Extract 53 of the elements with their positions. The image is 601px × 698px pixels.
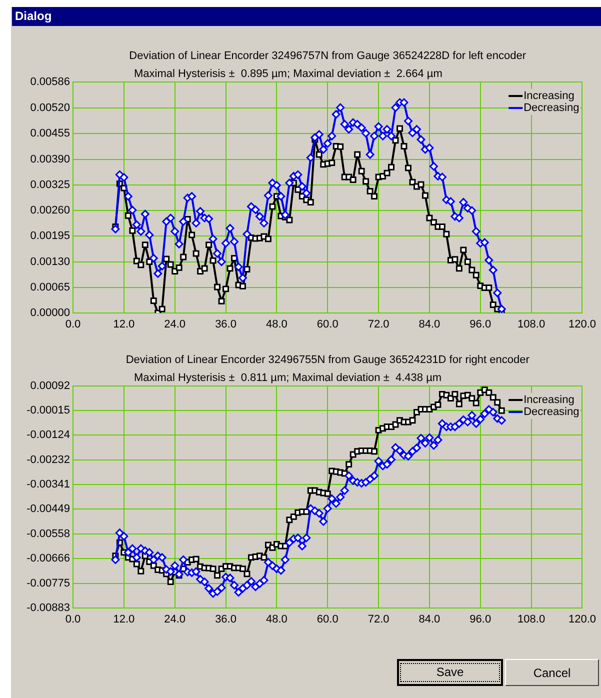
- y-tick-label: -0.00666: [26, 552, 70, 565]
- y-tick-label: -0.00341: [26, 478, 70, 491]
- x-tick-label: 24.0: [164, 318, 186, 331]
- legend-label: Decreasing: [524, 102, 580, 114]
- y-tick-label: -0.00449: [26, 503, 70, 516]
- x-tick-label: 12.0: [113, 318, 135, 331]
- y-tick-label: 0.00065: [30, 281, 70, 294]
- x-tick-label: 108.0: [518, 614, 546, 626]
- x-tick-label: 0.0: [65, 614, 81, 626]
- y-tick-label: 0.00130: [30, 256, 70, 268]
- y-tick-label: 0.00195: [30, 230, 70, 242]
- y-tick-label: 0.00586: [30, 76, 70, 88]
- y-tick-label: 0.00000: [30, 307, 70, 320]
- x-tick-label: 0.0: [65, 318, 81, 331]
- x-tick-label: 48.0: [266, 318, 288, 331]
- x-tick-label: 84.0: [418, 318, 440, 331]
- x-tick-label: 24.0: [164, 614, 186, 626]
- y-tick-label: 0.00455: [30, 128, 70, 140]
- y-tick-label: -0.00558: [26, 528, 70, 540]
- text: Dialog: [12, 7, 601, 26]
- button: Save: [397, 659, 503, 686]
- y-tick-label: 0.00260: [30, 204, 70, 217]
- x-tick-label: 84.0: [418, 614, 440, 626]
- y-tick-label: -0.00124: [26, 429, 70, 442]
- y-tick-label: -0.00775: [26, 577, 70, 590]
- x-tick-label: 96.0: [470, 318, 492, 331]
- y-tick-label: 0.00390: [30, 153, 70, 166]
- button: Cancel: [505, 659, 599, 686]
- legend-label: Increasing: [524, 90, 574, 102]
- y-tick-label: 0.00325: [30, 178, 70, 191]
- x-tick-label: 48.0: [266, 614, 288, 626]
- x-tick-label: 72.0: [368, 318, 390, 331]
- y-tick-label: 0.00520: [30, 102, 70, 114]
- chart-title: Deviation of Linear Encorder 32496755N from Gauge 36524231D for right encoder: [126, 354, 530, 366]
- y-tick-label: -0.00232: [26, 454, 70, 466]
- x-tick-label: 36.0: [215, 318, 236, 331]
- x-tick-label: 36.0: [215, 614, 236, 626]
- x-tick-label: 60.0: [316, 614, 338, 626]
- x-tick-label: 72.0: [368, 614, 390, 626]
- y-tick-label: 0.00092: [30, 380, 70, 392]
- y-tick-label: -0.00015: [26, 404, 70, 416]
- x-tick-label: 120.0: [568, 614, 596, 626]
- chart-title: Deviation of Linear Encorder 32496757N from Gauge 36524228D for left encoder: [129, 50, 526, 62]
- x-tick-label: 108.0: [518, 318, 546, 331]
- chart-subtitle: Maximal Hysterisis ± 0.811 µm; Maximal deviation ± 4.438 µm: [134, 372, 442, 384]
- chart-subtitle: Maximal Hysterisis ± 0.895 µm; Maximal deviation ± 2.664 µm: [134, 68, 442, 80]
- x-tick-label: 120.0: [568, 318, 596, 331]
- legend-label: Increasing: [524, 394, 574, 406]
- x-tick-label: 96.0: [470, 614, 492, 626]
- x-tick-label: 12.0: [113, 614, 135, 626]
- x-tick-label: 60.0: [316, 318, 338, 331]
- y-tick-label: -0.00883: [26, 602, 70, 614]
- legend-label: Decreasing: [524, 406, 580, 418]
